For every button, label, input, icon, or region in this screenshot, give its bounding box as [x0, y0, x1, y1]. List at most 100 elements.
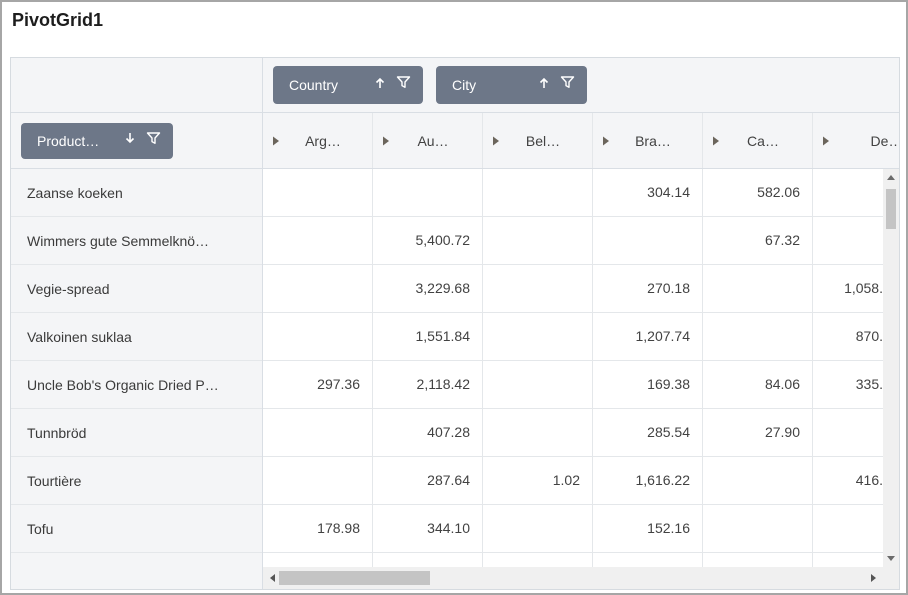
row-header[interactable]: Vegie-spread	[11, 265, 262, 313]
sort-asc-icon[interactable]	[537, 76, 551, 95]
data-cell[interactable]	[703, 457, 813, 504]
data-cell[interactable]	[483, 217, 593, 264]
data-cell[interactable]: 285.54	[593, 409, 703, 456]
data-cell[interactable]	[263, 217, 373, 264]
vertical-scrollbar-thumb[interactable]	[886, 189, 896, 229]
field-chip-label: Country	[289, 77, 339, 93]
data-cell[interactable]	[483, 505, 593, 552]
data-cell[interactable]	[703, 505, 813, 552]
row-header[interactable]: Tourtière	[11, 457, 262, 505]
data-cell[interactable]: 270.18	[593, 265, 703, 312]
row-header[interactable]: Zaanse koeken	[11, 169, 262, 217]
data-cell[interactable]	[813, 169, 883, 216]
column-header-label: Bel…	[525, 132, 561, 149]
column-header-2[interactable]: Au…	[373, 113, 483, 168]
filter-icon[interactable]	[146, 131, 161, 150]
data-cell[interactable]: 3,229.68	[373, 265, 483, 312]
column-headers: Arg… Au… Bel… Bra… Ca… De…	[263, 113, 899, 169]
row-header[interactable]: Tofu	[11, 505, 262, 553]
data-cell[interactable]: 287.64	[373, 457, 483, 504]
data-cell[interactable]: 1,058.	[844, 280, 883, 296]
horizontal-scrollbar[interactable]	[263, 567, 883, 589]
row-header[interactable]: Uncle Bob's Organic Dried P…	[11, 361, 262, 409]
vertical-scrollbar[interactable]	[883, 169, 899, 567]
row-header-label: Zaanse koeken	[27, 184, 123, 201]
filter-icon[interactable]	[396, 76, 411, 94]
data-cell[interactable]	[263, 169, 373, 216]
row-header[interactable]: Valkoinen suklaa	[11, 313, 262, 361]
table-row: 3,229.68 270.18 1,058.	[263, 265, 883, 313]
horizontal-scrollbar-thumb[interactable]	[279, 571, 430, 585]
field-chip-product[interactable]: Product…	[21, 122, 173, 159]
column-header-4[interactable]: Bra…	[593, 113, 703, 168]
field-chip-country[interactable]: Country	[273, 66, 423, 104]
expand-icon[interactable]	[382, 136, 390, 146]
column-header-3[interactable]: Bel…	[483, 113, 593, 168]
data-cell[interactable]	[263, 265, 373, 312]
data-cell[interactable]: 1,551.84	[373, 313, 483, 360]
expand-icon[interactable]	[602, 136, 610, 146]
field-chip-label: City	[452, 77, 477, 93]
data-cell[interactable]: 297.36	[263, 361, 373, 408]
table-row: 5,400.72 67.32	[263, 217, 883, 265]
data-cell[interactable]: 27.90	[703, 409, 813, 456]
column-header-1[interactable]: Arg…	[263, 113, 373, 168]
scroll-down-icon[interactable]	[887, 556, 895, 561]
row-header[interactable]: Wimmers gute Semmelknö…	[11, 217, 262, 265]
row-header-label: Uncle Bob's Organic Dried P…	[27, 376, 219, 393]
data-cell[interactable]: 582.06	[703, 169, 813, 216]
data-cell[interactable]: 5,400.72	[373, 217, 483, 264]
data-cell[interactable]: 178.98	[263, 505, 373, 552]
column-header-6[interactable]: De…	[813, 113, 899, 168]
data-cell[interactable]: 870.	[855, 328, 883, 344]
scroll-up-icon[interactable]	[887, 175, 895, 180]
data-cell[interactable]	[483, 409, 593, 456]
data-cell[interactable]	[593, 217, 703, 264]
data-cell[interactable]: 84.06	[703, 361, 813, 408]
data-cell[interactable]: 407.28	[373, 409, 483, 456]
filter-icon[interactable]	[560, 76, 575, 94]
data-cell[interactable]	[703, 313, 813, 360]
expand-icon[interactable]	[822, 136, 830, 146]
row-header-label: Wimmers gute Semmelknö…	[27, 232, 210, 249]
field-chip-city[interactable]: City	[436, 66, 587, 104]
table-row: 304.14 582.06	[263, 169, 883, 217]
data-cell[interactable]	[483, 361, 593, 408]
data-cell[interactable]	[813, 217, 883, 264]
data-cell[interactable]: 169.38	[593, 361, 703, 408]
data-cell[interactable]: 67.32	[703, 217, 813, 264]
sort-desc-icon[interactable]	[123, 131, 137, 150]
data-cell	[703, 553, 813, 567]
data-cell[interactable]	[813, 505, 883, 552]
data-cell[interactable]	[373, 169, 483, 216]
row-header-label: Vegie-spread	[27, 280, 110, 297]
scroll-right-icon[interactable]	[871, 574, 876, 582]
data-cell[interactable]	[483, 169, 593, 216]
data-cell[interactable]	[703, 265, 813, 312]
column-fields-area: Country City	[263, 58, 899, 113]
row-header[interactable]: Tunnbröd	[11, 409, 262, 457]
data-cell[interactable]: 1.02	[483, 457, 593, 504]
data-cell[interactable]	[813, 409, 883, 456]
data-cell[interactable]: 344.10	[373, 505, 483, 552]
data-cell[interactable]	[263, 457, 373, 504]
data-cell[interactable]: 1,207.74	[593, 313, 703, 360]
expand-icon[interactable]	[712, 136, 720, 146]
chip-icons	[373, 76, 411, 95]
data-cell[interactable]	[263, 409, 373, 456]
sort-asc-icon[interactable]	[373, 76, 387, 95]
data-cell[interactable]	[483, 313, 593, 360]
data-cell[interactable]: 304.14	[593, 169, 703, 216]
data-cell[interactable]: 152.16	[593, 505, 703, 552]
column-header-5[interactable]: Ca…	[703, 113, 813, 168]
data-cell[interactable]	[263, 313, 373, 360]
data-cell[interactable]: 1,616.22	[593, 457, 703, 504]
data-cell[interactable]	[483, 265, 593, 312]
data-cell[interactable]: 2,118.42	[373, 361, 483, 408]
chip-icons	[537, 76, 575, 95]
expand-icon[interactable]	[272, 136, 280, 146]
data-cell[interactable]: 335.	[855, 376, 883, 392]
expand-icon[interactable]	[492, 136, 500, 146]
data-cell[interactable]: 416.	[855, 472, 883, 488]
scroll-left-icon[interactable]	[270, 574, 275, 582]
